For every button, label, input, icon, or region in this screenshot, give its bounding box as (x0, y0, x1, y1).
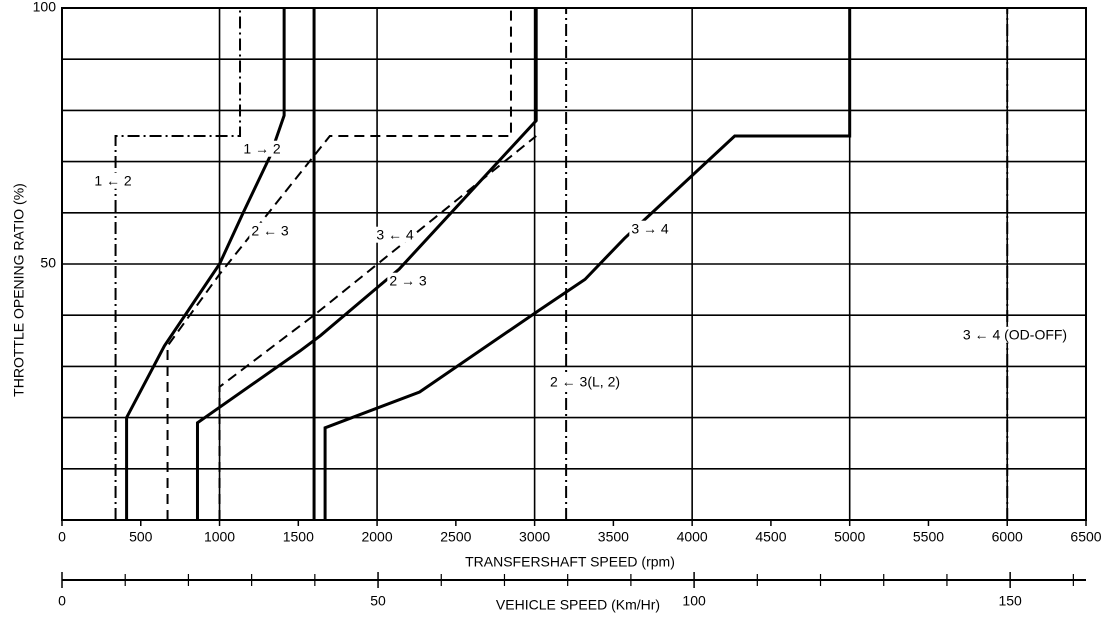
shift-line (323, 8, 852, 520)
shift-line (218, 135, 537, 520)
x-tick-label: 500 (129, 529, 153, 545)
x-tick-label: 3500 (598, 529, 629, 545)
x-tick-label: 3000 (519, 529, 550, 545)
label-bg (387, 272, 429, 289)
y-tick-label: 100 (33, 0, 57, 15)
x-tick-label: 1500 (283, 529, 314, 545)
x2-tick-label: 100 (682, 593, 706, 609)
label-bg (629, 220, 671, 237)
label-bg (241, 140, 283, 157)
shift-label: 1 → 2 (243, 141, 281, 157)
label-bg (92, 172, 134, 189)
x2-tick-label: 150 (998, 593, 1022, 609)
x-tick-label: 4500 (755, 529, 786, 545)
label-bg (960, 326, 1070, 343)
x-axis-title: TRANSFERSHAFT SPEED (rpm) (465, 554, 675, 570)
x-tick-label: 2500 (440, 529, 471, 545)
shift-label: 3 ← 4 (OD-OFF) (963, 327, 1067, 343)
y-tick-label: 50 (40, 255, 56, 271)
x-tick-label: 4000 (677, 529, 708, 545)
shift-label: 2 → 3 (389, 273, 427, 289)
shift-label: 2 ← 3(L, 2) (550, 374, 620, 390)
x2-tick-label: 50 (370, 593, 386, 609)
x2-axis-title: VEHICLE SPEED (Km/Hr) (496, 597, 660, 613)
x-tick-label: 6000 (992, 529, 1023, 545)
label-bg (249, 222, 291, 239)
shift-label: 3 → 4 (631, 221, 669, 237)
x-tick-label: 2000 (361, 529, 392, 545)
shift-label: 3 ← 4 (376, 227, 414, 243)
y-axis-title: THROTTLE OPENING RATIO (%) (11, 183, 27, 397)
label-bg (547, 373, 623, 390)
x-tick-label: 0 (58, 529, 66, 545)
shift-line (114, 8, 242, 520)
label-bg (374, 226, 416, 243)
x-tick-label: 5500 (913, 529, 944, 545)
x2-tick-label: 0 (58, 593, 66, 609)
shift-label: 2 ← 3 (251, 223, 289, 239)
x-tick-label: 5000 (834, 529, 865, 545)
x-tick-label: 1000 (204, 529, 235, 545)
shift-line (166, 8, 512, 520)
shift-line (125, 8, 286, 520)
x-tick-label: 6500 (1070, 529, 1101, 545)
shift-line (195, 8, 538, 520)
shift-label: 1 ← 2 (94, 173, 132, 189)
